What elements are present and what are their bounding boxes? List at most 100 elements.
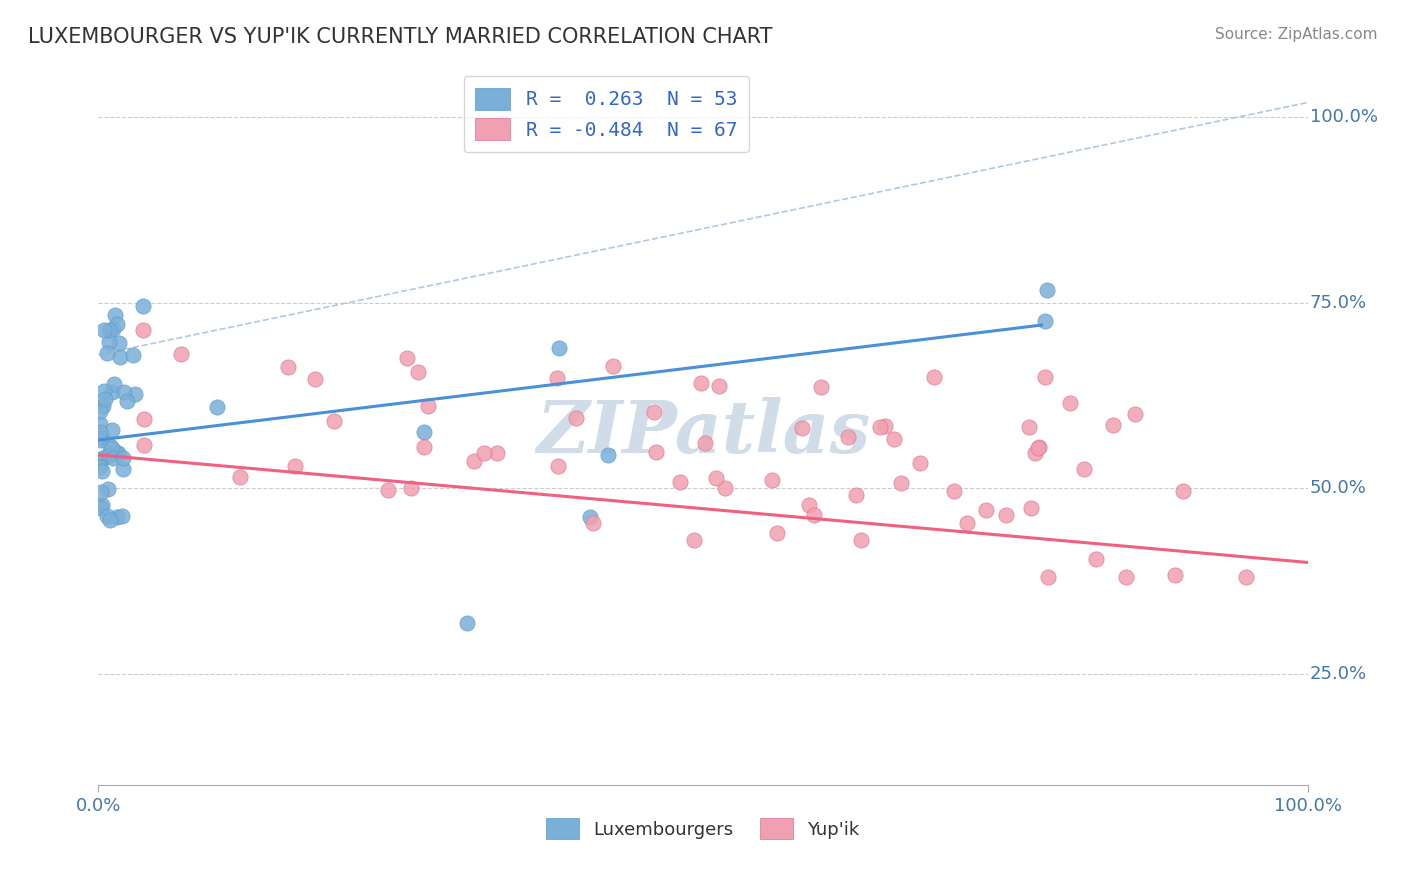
Point [94,450,117,465]
Point [101,321,124,335]
Point [97,448,120,462]
Point [845,488,868,502]
Point [89,417,111,431]
Point [1101,418,1123,433]
Point [582,516,605,530]
Point [810,380,832,394]
Point [105,509,128,524]
Point [463,453,485,467]
Point [124,387,146,401]
Point [974,502,997,516]
Point [98,513,121,527]
Point [709,379,731,393]
Point [851,533,873,547]
Text: ZIPatlas: ZIPatlas [536,397,870,468]
Point [229,470,252,484]
Point [908,457,931,471]
Point [104,444,127,458]
Point [277,359,299,374]
Point [205,400,228,414]
Point [413,441,436,455]
Point [377,483,399,497]
Point [418,399,440,413]
Point [89,452,111,467]
Point [761,473,783,487]
Point [565,411,588,425]
Point [89,404,111,418]
Point [132,299,155,313]
Point [766,526,789,541]
Point [108,335,131,350]
Point [89,425,111,440]
Point [304,371,326,385]
Point [943,484,966,499]
Point [1234,570,1257,584]
Point [803,508,825,523]
Text: 25.0%: 25.0% [1310,665,1367,682]
Point [396,351,419,366]
Point [101,451,124,466]
Point [105,318,128,332]
Point [101,423,124,437]
Point [799,498,821,512]
Point [1028,441,1050,455]
Legend: Luxembourgers, Yup'ik: Luxembourgers, Yup'ik [538,811,868,847]
Point [704,471,727,485]
Point [956,516,979,531]
Point [103,376,125,391]
Point [134,411,156,425]
Point [547,341,569,355]
Point [924,370,946,384]
Point [93,323,115,337]
Point [98,322,121,336]
Point [1019,501,1042,516]
Text: 50.0%: 50.0% [1310,479,1367,497]
Point [399,481,422,495]
Point [693,436,716,450]
Point [883,433,905,447]
Point [90,484,112,499]
Point [578,509,600,524]
Point [90,498,112,512]
Point [472,445,495,459]
Point [689,376,711,390]
Point [112,450,135,465]
Point [456,615,478,630]
Point [132,437,155,451]
Point [669,475,692,490]
Point [413,425,436,439]
Point [1038,569,1060,583]
Point [714,481,737,495]
Point [1115,569,1137,583]
Point [101,385,124,400]
Point [98,439,121,453]
Point [1059,396,1081,410]
Point [1171,484,1194,499]
Point [90,500,112,515]
Point [1033,370,1056,384]
Point [93,392,115,407]
Point [596,448,619,462]
Point [485,446,508,460]
Point [97,334,120,349]
Point [93,400,115,414]
Text: Source: ZipAtlas.com: Source: ZipAtlas.com [1215,27,1378,42]
Point [90,465,112,479]
Point [837,430,859,444]
Point [643,405,665,419]
Point [100,442,122,456]
Point [107,446,129,460]
Point [890,476,912,491]
Point [1026,441,1049,455]
Point [792,421,814,435]
Point [995,508,1018,523]
Point [104,308,127,322]
Point [1085,552,1108,566]
Point [93,384,115,398]
Point [1035,284,1057,298]
Point [108,351,131,365]
Point [546,371,568,385]
Point [645,444,668,458]
Point [111,508,134,523]
Point [1033,314,1056,328]
